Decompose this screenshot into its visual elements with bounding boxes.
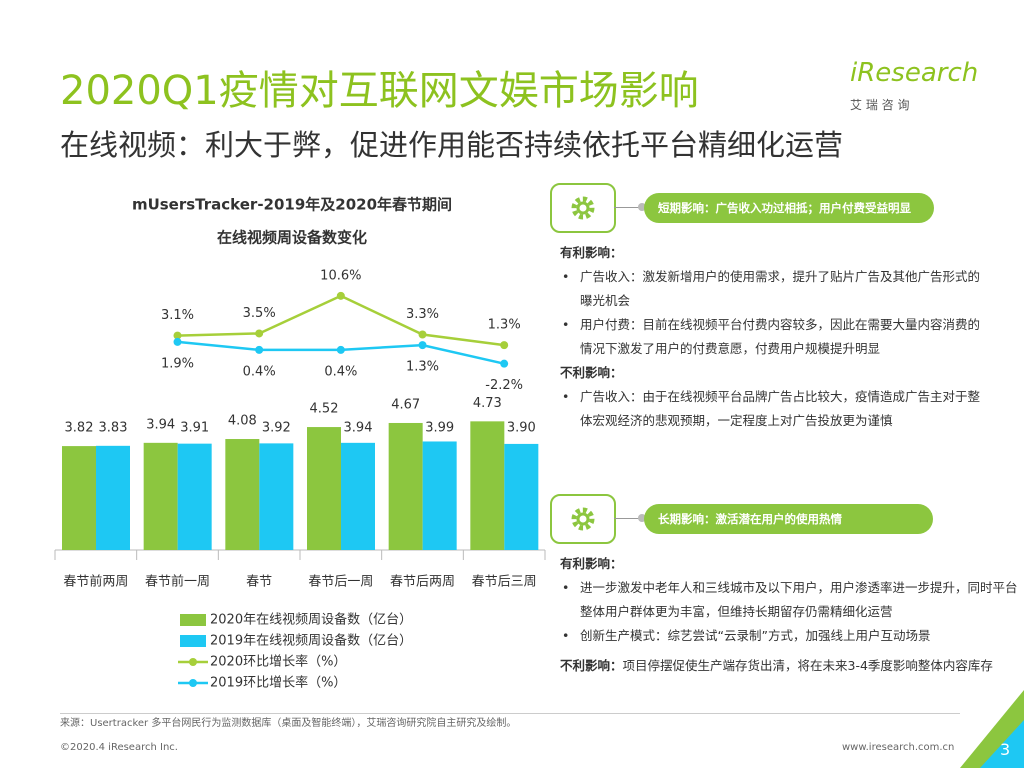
logo: iResearch	[850, 58, 979, 88]
line-point	[500, 341, 509, 350]
logo-cn: 艾 瑞 咨 询	[850, 98, 910, 112]
bar-value-label: 4.67	[391, 397, 420, 412]
section-heading: 有利影响：	[560, 556, 623, 571]
bar-value-label: 3.92	[262, 421, 291, 436]
legend-swatch	[180, 635, 206, 647]
bar-value-label: 4.52	[310, 402, 339, 417]
tag: 短期影响：广告收入功过相抵；用户付费受益明显	[644, 193, 934, 223]
tag: 长期影响：激活潜在用户的使用热情	[644, 504, 933, 534]
bullet-item: 用户付费：目前在线视频平台付费内容较多，因此在需要大量内容消费的情况下激发了用户…	[560, 313, 980, 361]
connector	[614, 518, 642, 519]
page-number: 3	[1000, 740, 1011, 759]
bar	[307, 427, 341, 550]
connector-dot	[638, 203, 646, 211]
bar-value-label: 3.94	[146, 417, 175, 432]
bullet-item: 创新生产模式：综艺尝试“云录制”方式，加强线上用户互动场景	[560, 624, 1020, 648]
gear-icon	[550, 183, 616, 233]
line-value-label: 1.3%	[488, 318, 521, 333]
bar-value-label: 3.90	[507, 421, 536, 436]
bar-value-label: 3.99	[425, 421, 454, 436]
x-tick-label: 春节前一周	[145, 574, 210, 590]
line-value-label: 3.5%	[243, 306, 276, 321]
connector-dot	[638, 514, 646, 522]
line	[177, 294, 505, 347]
line-value-label: 1.3%	[406, 360, 439, 375]
legend-swatch	[180, 614, 206, 626]
copyright: ©2020.4 iResearch Inc.	[60, 742, 178, 753]
slide-title: 2020Q1疫情对互联网文娱市场影响	[60, 68, 699, 114]
legend-label: 2019环比增长率（%）	[210, 675, 346, 691]
line-value-label: 10.6%	[320, 268, 361, 283]
corner-deco	[960, 690, 1024, 768]
bar	[388, 422, 423, 550]
bar-value-label: 3.94	[344, 421, 373, 436]
bar	[470, 421, 505, 550]
bar-value-label: 3.91	[180, 421, 209, 436]
bullet-item: 广告收入：激发新增用户的使用需求，提升了贴片广告及其他广告形式的曝光机会	[560, 265, 980, 313]
line-point	[173, 337, 182, 346]
section-text: 项目停摆促使生产端存货出清，将在未来3-4季度影响整体内容库存	[622, 658, 993, 673]
bar-value-label: 4.08	[228, 414, 257, 429]
line-point	[255, 345, 264, 354]
bullet-item: 进一步激发中老年人和三线城市及以下用户，用户渗透率进一步提升，同时平台整体用户群…	[560, 576, 1020, 624]
bar	[143, 442, 178, 550]
legend-label: 2020年在线视频周设备数（亿台）	[210, 612, 412, 628]
legend-dot	[189, 679, 197, 687]
bar-value-label: 3.82	[65, 421, 94, 436]
chart: mUsersTracker-2019年及2020年春节期间在线视频周设备数变化春…	[54, 196, 546, 691]
x-tick-label: 春节前两周	[63, 574, 128, 590]
bar	[504, 443, 539, 550]
line-value-label: 0.4%	[243, 364, 276, 379]
gear-icon	[550, 494, 616, 544]
line-point	[418, 341, 427, 350]
bar-value-label: 3.83	[99, 421, 128, 436]
chart-title: 在线视频周设备数变化	[217, 229, 367, 247]
section-heading: 有利影响：	[560, 245, 623, 260]
section-heading: 不利影响：	[560, 365, 623, 380]
line-point	[173, 331, 182, 340]
section-heading: 不利影响：	[560, 658, 623, 673]
line-value-label: 1.9%	[161, 356, 194, 371]
line-point	[500, 359, 509, 368]
bar	[341, 442, 375, 550]
bar	[422, 441, 457, 550]
line-point	[255, 329, 264, 338]
bar-value-label: 4.73	[473, 396, 502, 411]
chart-title: mUsersTracker-2019年及2020年春节期间	[132, 196, 452, 214]
url: www.iresearch.com.cn	[842, 742, 955, 753]
panel-body: 有利影响： 广告收入：激发新增用户的使用需求，提升了贴片广告及其他广告形式的曝光机…	[560, 241, 980, 433]
line-point	[336, 345, 345, 354]
slide-subtitle: 在线视频：利大于弊，促进作用能否持续依托平台精细化运营	[60, 128, 844, 162]
bar	[62, 446, 96, 550]
x-tick-label: 春节后两周	[390, 575, 455, 590]
bar	[225, 439, 260, 550]
bar	[177, 443, 212, 550]
gear	[571, 507, 595, 531]
line-value-label: 3.1%	[161, 308, 194, 323]
gear	[571, 196, 595, 220]
line-point	[336, 291, 345, 300]
legend-dot	[189, 658, 197, 666]
bullet-item: 广告收入：由于在线视频平台品牌广告占比较大，疫情造成广告主对于整体宏观经济的悲观…	[560, 385, 980, 433]
line-value-label: 3.3%	[406, 307, 439, 322]
x-tick-label: 春节后一周	[308, 575, 373, 590]
line-value-label: 0.4%	[324, 364, 357, 379]
x-tick-label: 春节	[246, 575, 272, 590]
section-row: 不利影响：项目停摆促使生产端存货出清，将在未来3-4季度影响整体内容库存	[560, 654, 1020, 678]
line-point	[418, 330, 427, 339]
x-tick-label: 春节后三周	[472, 575, 537, 590]
bar	[259, 443, 294, 550]
bar	[96, 445, 130, 550]
legend-label: 2019年在线视频周设备数（亿台）	[210, 633, 412, 649]
legend-label: 2020环比增长率（%）	[210, 654, 346, 670]
source: 来源：Usertracker 多平台网民行为监测数据库（桌面及智能终端），艾瑞咨…	[60, 718, 517, 729]
panel-body: 有利影响： 进一步激发中老年人和三线城市及以下用户，用户渗透率进一步提升，同时平台…	[560, 552, 1020, 678]
divider	[60, 713, 960, 714]
line-value-label: -2.2%	[485, 378, 523, 393]
connector	[614, 207, 642, 208]
